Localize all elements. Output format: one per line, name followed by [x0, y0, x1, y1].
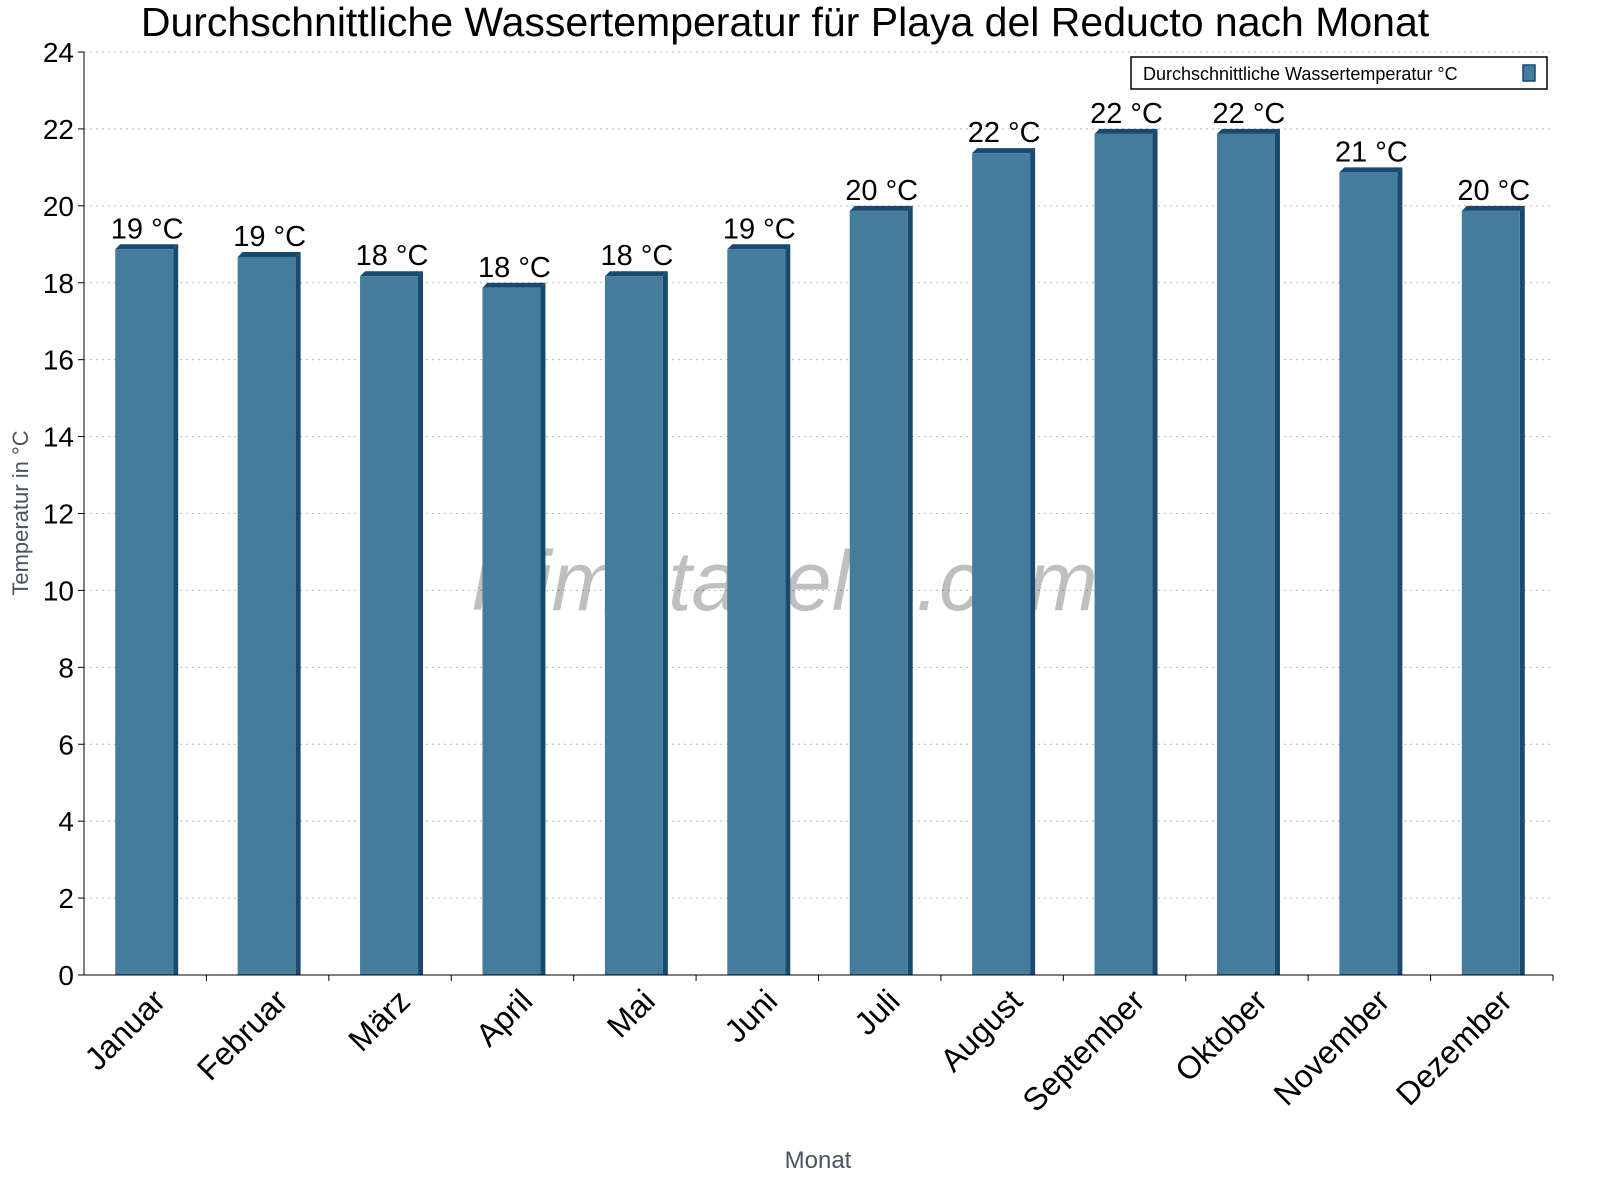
y-tick-label: 10 — [43, 575, 74, 606]
bar-group: 19 °C — [723, 213, 796, 975]
y-tick-label: 0 — [58, 960, 74, 991]
bar-top — [360, 271, 424, 277]
bar — [1216, 133, 1275, 975]
bar-side — [662, 271, 668, 975]
chart-title: Durchschnittliche Wassertemperatur für P… — [141, 0, 1430, 45]
y-tick-label: 8 — [58, 652, 74, 683]
x-tick-label: Januar — [78, 982, 173, 1077]
bar-top — [237, 251, 301, 257]
bar-top — [1339, 167, 1403, 173]
x-tick-label: September — [1015, 982, 1151, 1118]
bar-top — [849, 205, 913, 211]
x-tick-label: Juni — [717, 982, 784, 1049]
y-tick-label: 12 — [43, 499, 74, 530]
bar-group: 21 °C — [1335, 136, 1408, 975]
bar-side — [1274, 128, 1280, 975]
x-tick-label: Juli — [847, 982, 906, 1041]
legend-label: Durchschnittliche Wassertemperatur °C — [1143, 64, 1458, 84]
data-label: 18 °C — [356, 240, 429, 272]
bar-side — [907, 205, 913, 976]
bar-group: 19 °C — [111, 213, 184, 975]
data-label: 19 °C — [723, 213, 796, 245]
data-label: 19 °C — [111, 213, 184, 245]
legend: Durchschnittliche Wassertemperatur °C — [1130, 56, 1548, 90]
y-tick-label: 22 — [43, 114, 74, 145]
bar — [972, 153, 1031, 976]
y-tick-label: 4 — [58, 806, 74, 837]
bar-group: 18 °C — [356, 240, 429, 975]
data-label: 21 °C — [1335, 136, 1408, 168]
bar-group: 20 °C — [845, 175, 918, 976]
bar-side — [295, 251, 301, 975]
bar-side — [418, 271, 424, 975]
bar-side — [540, 282, 546, 975]
bar-top — [1216, 128, 1280, 134]
data-label: 22 °C — [968, 117, 1041, 149]
data-label: 22 °C — [1213, 98, 1286, 130]
bar — [1339, 172, 1398, 975]
bar-top — [1094, 128, 1158, 134]
bar — [727, 249, 786, 975]
bar-side — [1397, 167, 1403, 975]
bar-side — [1152, 128, 1158, 975]
bar-side — [173, 244, 179, 975]
bar-top — [727, 244, 791, 250]
bar-group: 18 °C — [600, 240, 673, 975]
y-tick-label: 6 — [58, 729, 74, 760]
x-tick-label: Dezember — [1389, 982, 1519, 1112]
bar — [482, 287, 541, 975]
y-tick-label: 24 — [43, 37, 74, 68]
bar — [604, 276, 663, 975]
bar — [1094, 133, 1153, 975]
bar-top — [604, 271, 668, 277]
bar — [849, 210, 908, 976]
bar-side — [1030, 148, 1036, 976]
gridlines — [84, 51, 1553, 899]
x-tick-label: Februar — [190, 982, 295, 1087]
bar-top — [115, 244, 179, 250]
bar-group: 22 °C — [1090, 98, 1163, 975]
y-tick-label: 2 — [58, 883, 74, 914]
bar — [1461, 210, 1520, 976]
x-axis-label: Monat — [785, 1147, 852, 1174]
legend-box — [1130, 56, 1548, 90]
bar-side — [785, 244, 791, 975]
bar-group: 20 °C — [1457, 175, 1530, 976]
x-tick-label: Mai — [600, 982, 662, 1044]
data-label: 18 °C — [478, 252, 551, 284]
bar-top — [482, 282, 546, 288]
bar — [115, 249, 174, 975]
y-tick-label: 14 — [43, 422, 74, 453]
bars: 19 °C 19 °C 18 °C 18 °C 18 °C 19 °C 20 °C 22 °C… — [111, 98, 1530, 976]
y-tick-label: 16 — [43, 345, 74, 376]
bar-group: 18 °C — [478, 252, 551, 975]
data-label: 19 °C — [233, 221, 306, 253]
x-tick-label: März — [341, 982, 417, 1058]
bar-top — [1461, 205, 1525, 211]
data-label: 18 °C — [600, 240, 673, 272]
bar — [360, 276, 419, 975]
x-tick-label: Oktober — [1168, 982, 1274, 1088]
bar-side — [1519, 205, 1525, 976]
x-tick-label: November — [1266, 982, 1396, 1112]
data-label: 22 °C — [1090, 98, 1163, 130]
bar-top — [972, 148, 1036, 154]
data-label: 20 °C — [1457, 175, 1530, 207]
bar-group: 19 °C — [233, 221, 306, 975]
y-tick-label: 18 — [43, 268, 74, 299]
bar-group: 22 °C — [968, 117, 1041, 976]
x-tick-label: April — [469, 982, 540, 1053]
y-axis-label: Temperatur in °C — [8, 430, 33, 595]
bar-group: 22 °C — [1213, 98, 1286, 975]
data-label: 20 °C — [845, 175, 918, 207]
bar — [237, 256, 296, 975]
legend-swatch — [1522, 64, 1536, 82]
x-tick-label: August — [933, 982, 1029, 1078]
y-tick-label: 20 — [43, 191, 74, 222]
